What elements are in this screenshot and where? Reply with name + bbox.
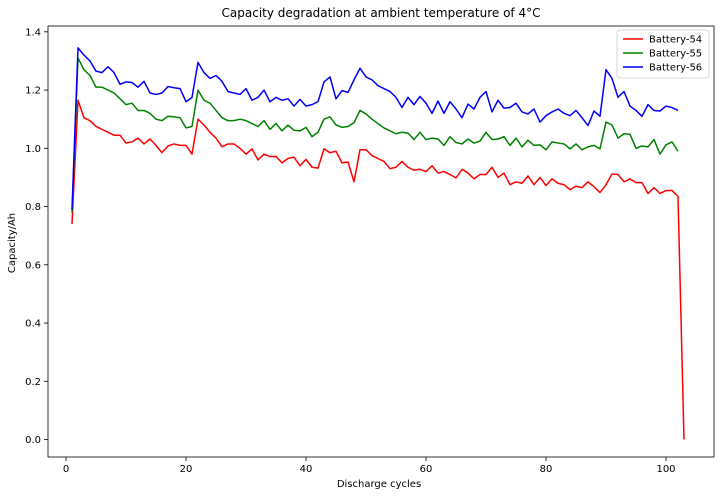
y-tick-label: 1.0 [25,144,41,155]
y-tick-label: 0.4 [25,319,41,330]
y-tick-label: 1.2 [25,86,41,97]
y-tick-label: 0.6 [25,260,41,271]
y-axis-title: Capacity/Ah [7,213,18,273]
chart-title: Capacity degradation at ambient temperat… [222,6,541,20]
legend: Battery-54 Battery-55 Battery-56 [616,29,710,79]
plot-frame [47,25,715,458]
series-lines [71,47,685,440]
x-tick-label: 20 [180,464,193,475]
legend-box [616,29,710,79]
y-axis: 0.0 0.2 0.4 0.6 0.8 1.0 1.2 1.4 [25,27,48,446]
legend-label: Battery-56 [649,63,702,74]
x-axis-title: Discharge cycles [337,479,421,490]
x-tick-label: 40 [300,464,313,475]
y-tick-label: 0.0 [25,435,41,446]
x-axis: 0 20 40 60 80 100 [63,457,676,475]
plot-area: 0 20 40 60 80 100 0.0 0.2 0.4 0.6 0.8 1.0 1.2 1.4 [25,25,715,475]
x-tick-label: 80 [540,464,553,475]
series-line-battery-56 [71,47,679,210]
y-tick-label: 0.8 [25,202,41,213]
x-tick-label: 60 [420,464,433,475]
legend-label: Battery-55 [649,49,702,60]
x-tick-label: 100 [656,464,675,475]
y-tick-label: 1.4 [25,27,41,38]
series-line-battery-55 [71,57,679,213]
x-tick-label: 0 [63,464,69,475]
series-line-battery-54 [71,99,685,440]
legend-label: Battery-54 [649,35,702,46]
y-tick-label: 0.2 [25,377,41,388]
